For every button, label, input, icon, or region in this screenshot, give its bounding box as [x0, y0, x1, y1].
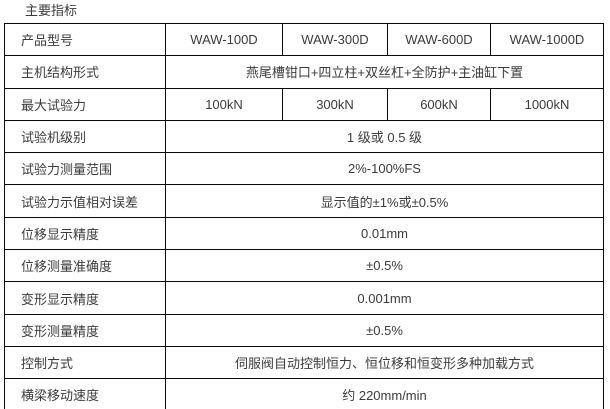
cell-model-2: WAW-300D — [282, 22, 388, 57]
cell-deformation-accuracy: ±0.5% — [165, 313, 604, 347]
table-row-product-model: 产品型号 WAW-100D WAW-300D WAW-600D WAW-1000… — [4, 22, 604, 57]
row-label: 控制方式 — [4, 345, 166, 380]
row-label: 试验力测量范围 — [4, 152, 166, 186]
cell-crosshead-speed: 约 220mm/min — [165, 378, 604, 409]
cell-model-1: WAW-100D — [165, 22, 283, 57]
spec-table: 产品型号 WAW-100D WAW-300D WAW-600D WAW-1000… — [4, 22, 604, 409]
cell-force-range: 2%-100%FS — [165, 152, 604, 186]
cell-displacement-resolution: 0.01mm — [165, 216, 604, 251]
row-label: 试验机级别 — [4, 119, 166, 154]
row-label: 主机结构形式 — [4, 55, 166, 89]
row-label: 产品型号 — [4, 22, 166, 57]
table-row-force-range: 试验力测量范围 2%-100%FS — [4, 152, 604, 186]
cell-structure: 燕尾槽钳口+四立柱+双丝杠+全防护+主油缸下置 — [165, 55, 604, 89]
table-row-max-force: 最大试验力 100kN 300kN 600kN 1000kN — [4, 87, 604, 121]
row-label: 变形显示精度 — [4, 281, 166, 315]
cell-control-mode: 伺服阀自动控制恒力、恒位移和恒变形多种加载方式 — [165, 345, 604, 380]
row-label: 试验力示值相对误差 — [4, 184, 166, 218]
cell-model-3: WAW-600D — [387, 22, 491, 57]
row-label: 位移显示精度 — [4, 216, 166, 251]
cell-force-4: 1000kN — [490, 87, 604, 121]
cell-model-4: WAW-1000D — [490, 22, 604, 57]
row-label: 位移测量准确度 — [4, 249, 166, 283]
table-row-displacement-accuracy: 位移测量准确度 ±0.5% — [4, 249, 604, 283]
cell-force-3: 600kN — [387, 87, 491, 121]
cell-displacement-accuracy: ±0.5% — [165, 249, 604, 283]
cell-force-1: 100kN — [165, 87, 283, 121]
cell-force-error: 显示值的±1%或±0.5% — [165, 184, 604, 218]
row-label: 横梁移动速度 — [4, 378, 166, 409]
row-label: 最大试验力 — [4, 87, 166, 121]
table-row-deformation-resolution: 变形显示精度 0.001mm — [4, 281, 604, 315]
page-title: 主要指标 — [25, 3, 78, 18]
cell-deformation-resolution: 0.001mm — [165, 281, 604, 315]
table-row-crosshead-speed: 横梁移动速度 约 220mm/min — [4, 378, 604, 409]
table-row-control-mode: 控制方式 伺服阀自动控制恒力、恒位移和恒变形多种加载方式 — [4, 345, 604, 380]
table-row-displacement-resolution: 位移显示精度 0.01mm — [4, 216, 604, 251]
cell-machine-class: 1 级或 0.5 级 — [165, 119, 604, 154]
table-row-force-error: 试验力示值相对误差 显示值的±1%或±0.5% — [4, 184, 604, 218]
table-row-deformation-accuracy: 变形测量精度 ±0.5% — [4, 313, 604, 347]
row-label: 变形测量精度 — [4, 313, 166, 347]
table-row-machine-class: 试验机级别 1 级或 0.5 级 — [4, 119, 604, 154]
table-row-structure: 主机结构形式 燕尾槽钳口+四立柱+双丝杠+全防护+主油缸下置 — [4, 55, 604, 89]
cell-force-2: 300kN — [282, 87, 388, 121]
